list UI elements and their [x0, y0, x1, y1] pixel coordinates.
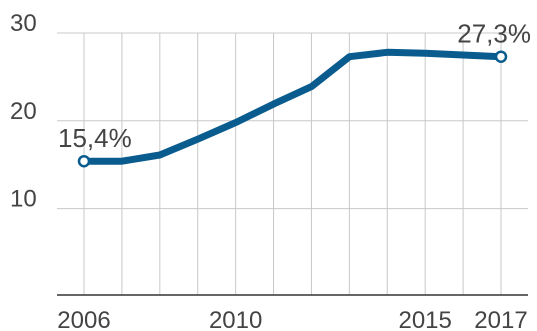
- marker-2017: [494, 50, 508, 63]
- x-tick-label: 2010: [209, 307, 262, 331]
- y-axis-tick-labels: 10 20 30: [10, 10, 37, 213]
- endpoint-markers: [77, 50, 508, 168]
- data-label: 27,3%: [457, 19, 531, 49]
- horizontal-gridlines: [57, 32, 528, 210]
- x-tick-label: 2006: [57, 307, 110, 331]
- y-tick-label: 20: [10, 98, 37, 125]
- series-line: [80, 48, 505, 165]
- x-tick-label: 2017: [474, 307, 527, 331]
- data-labels: 15,4% 27,3%: [58, 19, 531, 153]
- x-tick-label: 2015: [398, 307, 451, 331]
- y-tick-label: 10: [10, 186, 37, 213]
- data-label: 15,4%: [58, 123, 132, 153]
- y-tick-label: 30: [10, 10, 37, 37]
- vertical-gridlines: [83, 33, 502, 295]
- marker-2006: [77, 154, 91, 168]
- x-axis-tick-labels: 2006 2010 2015 2017: [57, 307, 527, 331]
